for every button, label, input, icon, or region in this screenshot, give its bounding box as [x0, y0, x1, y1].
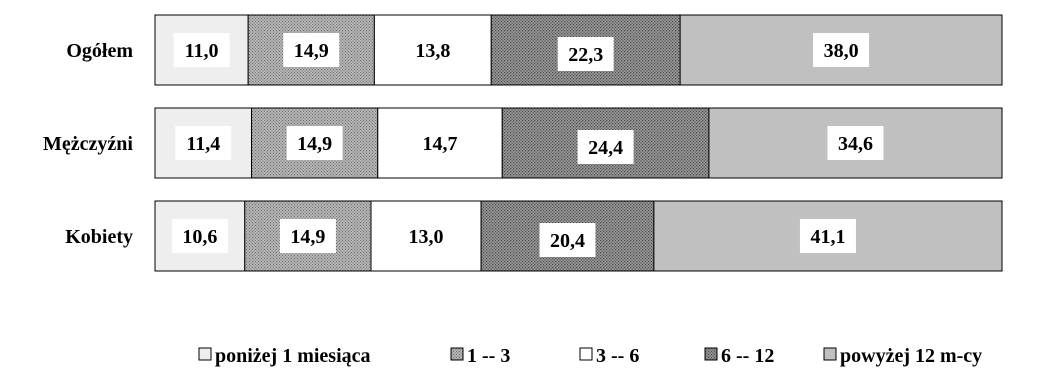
data-label: 22,3 [568, 44, 603, 66]
data-label: 11,0 [185, 40, 219, 62]
data-label-background [175, 126, 232, 160]
data-label-background [173, 33, 230, 67]
data-label-background [577, 130, 634, 164]
legend-swatch [198, 347, 212, 361]
data-label-background [279, 219, 336, 253]
plot-area: Ogółem 11,0 14,9 13,8 22,3 38,0 Mężczyźni 11,4 1… [43, 14, 1003, 272]
data-label-background [398, 219, 455, 253]
data-label-background [283, 33, 340, 67]
data-label-background [799, 219, 856, 253]
category-label: Mężczyźni [43, 133, 133, 155]
data-label-background [827, 126, 884, 160]
legend-label: 1 -- 3 [467, 345, 510, 367]
data-label: 14,7 [423, 133, 458, 155]
data-label-background [539, 223, 596, 257]
data-label: 41,1 [810, 226, 845, 248]
legend: poniżej 1 miesiąca 1 -- 3 3 -- 6 6 -- 12 pow… [198, 345, 982, 367]
data-label-background [404, 33, 461, 67]
legend-swatch [450, 347, 464, 361]
data-label: 38,0 [824, 40, 859, 62]
legend-swatch [823, 347, 837, 361]
legend-swatch [704, 347, 718, 361]
legend-swatch [579, 347, 593, 361]
legend-label: 6 -- 12 [721, 345, 774, 367]
data-label-background [286, 126, 343, 160]
category-label: Ogółem [66, 40, 133, 62]
data-label: 20,4 [550, 230, 585, 252]
data-label: 13,8 [415, 40, 450, 62]
data-label: 14,9 [297, 133, 332, 155]
data-label: 11,4 [186, 133, 220, 155]
legend-label: poniżej 1 miesiąca [215, 345, 371, 367]
data-label: 14,9 [294, 40, 329, 62]
data-label: 10,6 [182, 226, 217, 248]
category-label: Kobiety [65, 226, 133, 248]
data-label: 24,4 [588, 137, 623, 159]
data-label-background [412, 126, 469, 160]
legend-label: 3 -- 6 [596, 345, 639, 367]
data-label: 14,9 [290, 226, 325, 248]
data-label: 34,6 [838, 133, 873, 155]
data-label-background [171, 219, 228, 253]
data-label-background [813, 33, 870, 67]
data-label: 13,0 [409, 226, 444, 248]
data-label-background [557, 37, 614, 71]
legend-label: powyżej 12 m-cy [840, 345, 982, 367]
